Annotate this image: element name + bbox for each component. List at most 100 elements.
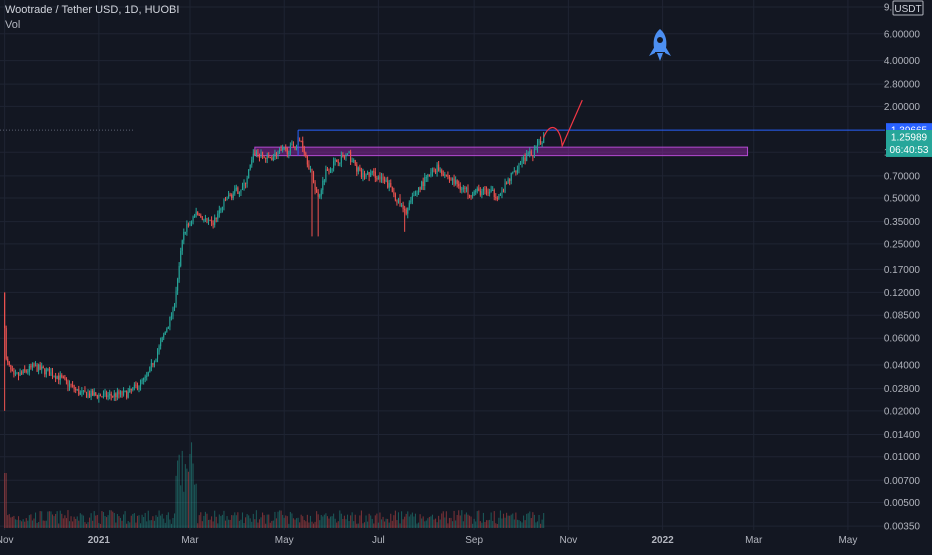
candle-body [353,160,355,162]
candle-body [306,155,308,165]
countdown-label[interactable]: 06:40:53 [890,145,929,156]
volume-bar [421,518,423,528]
grid-lines [0,0,885,530]
volume-bar [65,518,67,528]
volume-bar [475,521,477,528]
last-price-box[interactable] [886,129,932,157]
volume-bar [214,510,216,528]
volume-bar [203,515,205,528]
candle-body [231,194,233,199]
candle-body [58,375,60,380]
volume-bar [79,513,81,528]
candle-body [462,187,464,189]
volume-bar [229,519,231,528]
candle-body [496,198,498,200]
candle-body [430,171,432,176]
candle-body [419,187,421,190]
time-axis[interactable]: Nov 2021 Mar May Jul Sep Nov 2022 Mar May [0,535,857,546]
candle-body [414,194,417,196]
volume-bar [339,510,341,528]
resistance-zone[interactable] [254,146,749,157]
volume-bar [141,514,143,528]
candle-body [144,376,146,378]
candle-body [73,385,75,390]
candle-body [346,153,349,156]
candle-body [450,178,452,181]
volume-bar [61,513,63,528]
candle-body [214,217,216,225]
volume-bar [368,513,370,528]
volume-bar [353,521,355,528]
candle-body [482,188,484,192]
candle-body [200,215,202,218]
volume-bar [405,513,407,528]
candle-body [421,181,423,190]
candle-body [89,393,91,397]
volume-bar [178,454,180,528]
candle-body [487,192,489,194]
candle-body [243,182,245,187]
volume-bar [396,520,398,528]
symbol-title[interactable]: Wootrade / Tether USD, 1D, HUOBI [5,4,180,16]
candle-body [119,391,122,395]
candle-body [280,149,282,151]
price-tick-label: 6.00000 [884,29,921,40]
volume-bar [265,523,267,528]
candle-body [433,169,435,171]
candle-body [194,214,196,218]
last-price-label[interactable]: 1.25989 [891,132,928,143]
candle-body [262,151,264,157]
volume-bar [166,515,168,528]
candle-body [350,151,352,162]
currency-box[interactable] [892,0,924,16]
volume-bar [467,514,469,528]
candle-body [467,187,469,196]
resistance-zone-rect[interactable] [254,146,749,157]
volume-bar [104,515,106,528]
candle-body [424,177,426,187]
volume-bar [447,523,449,528]
candle-body [535,148,537,150]
candle-body [30,366,32,368]
candle-body [323,180,325,182]
candle-body [532,155,534,157]
volume-bar [470,516,472,528]
volume-bar [224,520,227,528]
volume-bar [28,515,30,528]
volume-bar [153,520,155,528]
volume-bar [181,450,183,528]
candle-body [75,389,77,391]
volume-bar [136,515,139,528]
rocket-icon[interactable] [646,28,674,64]
volume-bar [277,511,279,528]
candle-body [240,190,242,193]
candle-body [254,153,256,155]
price-axis[interactable]: 9.000006.000004.000002.800002.000001.000… [884,0,932,533]
volume-bar [299,522,301,528]
drawings[interactable] [0,99,885,156]
currency-label[interactable]: USDT [894,4,921,15]
price-tick-label: 0.02800 [884,384,921,395]
candle-body [380,176,383,180]
volume-bar [231,515,233,528]
volume-bar [72,521,74,528]
candle-body [211,220,213,223]
volume-bar [359,515,361,528]
candle-body [76,389,78,391]
volume-bar [212,521,214,528]
volume-bar [382,516,384,528]
volume-bar [302,516,304,528]
volume-bar [280,510,282,528]
volume-label[interactable]: Vol [5,19,21,31]
candle-body [19,372,21,376]
projection-path[interactable] [543,99,583,149]
volume-bar [245,517,247,528]
volume-bar [413,516,415,528]
candle-body [339,162,341,164]
volume-bar [518,520,520,528]
candle-body [237,187,239,194]
candle-body [441,170,443,175]
volume-bar [98,522,100,528]
